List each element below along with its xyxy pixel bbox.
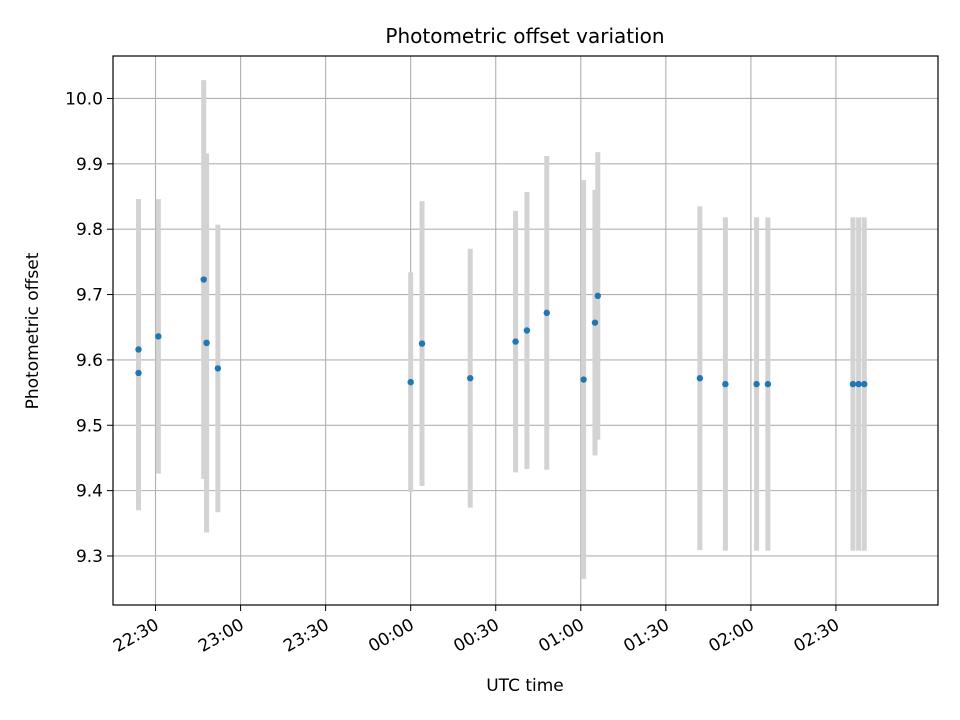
x-tick-label: 00:30 [450,615,502,657]
data-point [543,309,550,317]
x-tick-label: 23:30 [280,615,332,657]
error-bars [136,80,867,579]
x-axis: 22:30 23:00 23:30 00:00 00:30 01:00 01:30 02:00… [110,605,843,657]
y-tick-label: 9.9 [76,155,103,175]
data-point [418,340,426,347]
y-axis-label: Photometric offset [23,252,43,409]
data-point [594,292,601,300]
data-point [135,369,142,377]
data-point [722,380,729,388]
x-tick-label: 01:30 [620,615,672,657]
x-tick-label: 01:00 [535,615,587,657]
data-point [861,380,868,388]
x-tick-label: 00:00 [365,615,417,657]
data-point [214,365,222,372]
x-tick-label: 23:00 [195,615,247,657]
y-tick-label: 10.0 [65,89,103,109]
x-tick-label: 22:30 [110,615,162,657]
data-point [764,380,772,388]
data-point [200,276,207,283]
data-point [696,375,704,382]
data-point [753,380,760,388]
data-point [580,376,587,383]
data-point [467,375,474,382]
y-axis: 9.3 9.4 9.5 9.6 9.7 9.8 9.9 10.0 [65,89,113,567]
x-axis-label: UTC time [486,676,564,696]
x-tick-label: 02:00 [705,615,757,657]
y-tick-label: 9.7 [76,286,103,306]
data-point [512,338,519,345]
data-point [407,378,414,386]
data-point [591,319,599,326]
y-tick-label: 9.3 [76,547,103,567]
chart-title: Photometric offset variation [385,24,664,48]
plot-frame [112,55,939,606]
data-point [203,339,210,347]
data-point [155,333,162,340]
data-points [135,276,868,388]
data-point [135,346,142,353]
y-tick-label: 9.4 [76,482,103,502]
data-point [523,327,531,334]
y-tick-label: 9.5 [76,416,103,436]
x-tick-label: 02:30 [791,615,843,657]
y-tick-label: 9.6 [76,351,103,371]
y-tick-label: 9.8 [76,220,103,240]
data-point [849,380,857,388]
data-point [855,380,862,388]
